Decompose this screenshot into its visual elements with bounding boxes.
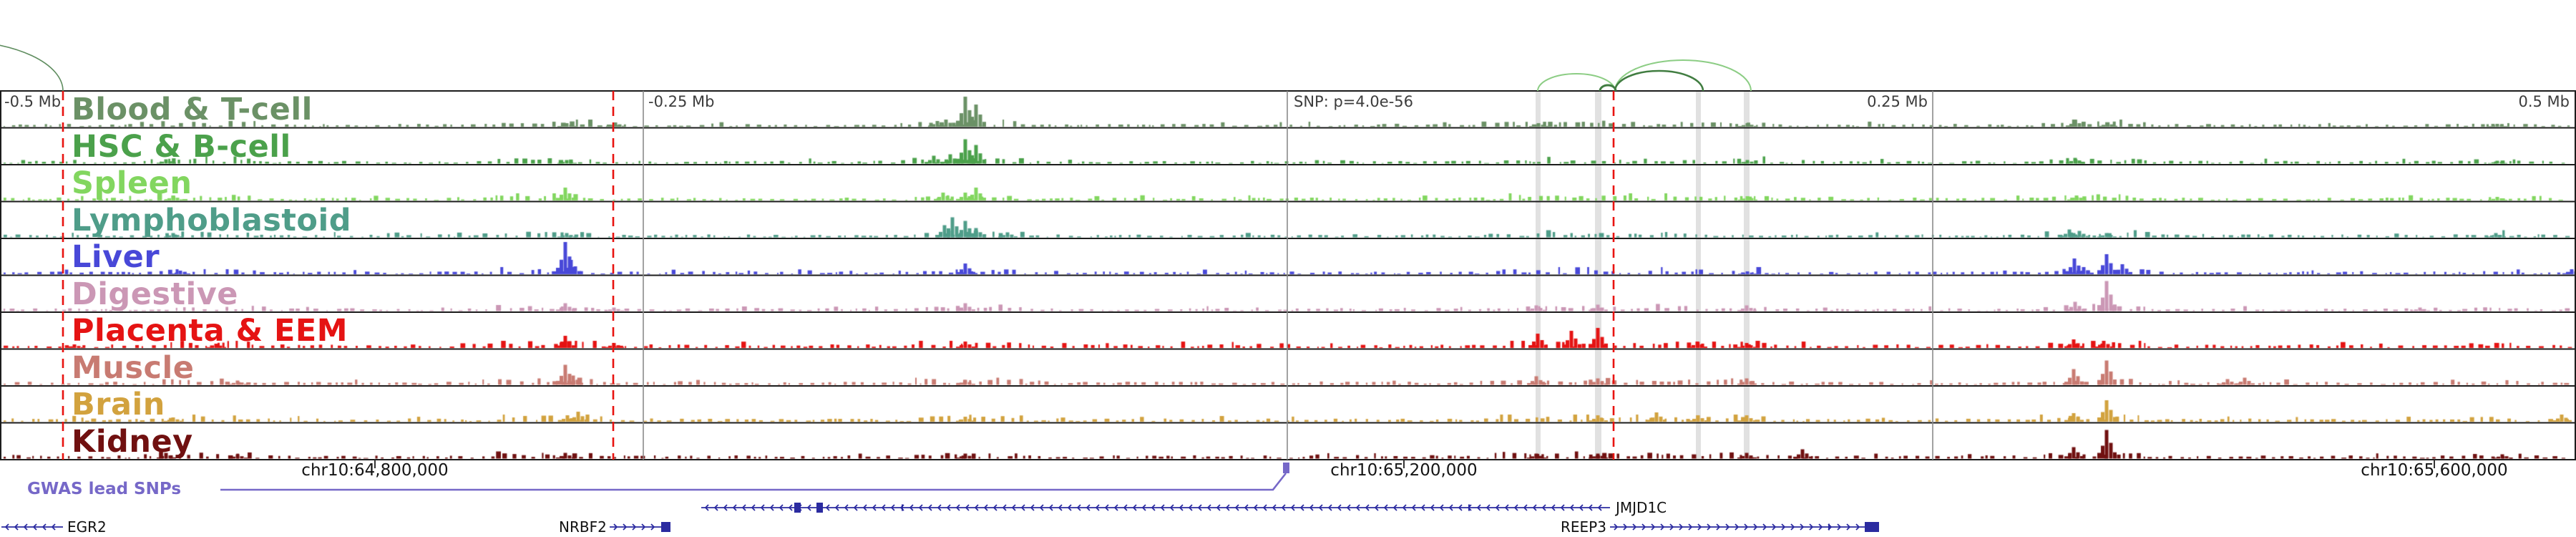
track-label-placenta-eem: Placenta & EEM	[72, 313, 348, 349]
track-label-brain: Brain	[72, 387, 165, 422]
track-label-lymphoblastoid: Lymphoblastoid	[72, 202, 351, 238]
track-label-kidney: Kidney	[72, 423, 193, 460]
gene-label-egr2: EGR2	[67, 518, 107, 536]
coordinate-label-64800000: chr10:64,800,000	[301, 461, 449, 480]
ruler-label-plus-0_25mb: 0.25 Mb	[1867, 93, 1928, 110]
gene-label-nrbf2: NRBF2	[559, 518, 607, 536]
track-label-muscle: Muscle	[72, 349, 195, 386]
ruler-label-snp-pvalue: SNP: p=4.0e-56	[1294, 93, 1413, 110]
ruler-label-minus-0_5mb: -0.5 Mb	[4, 93, 62, 110]
gwas-lead-snps-label: GWAS lead SNPs	[27, 480, 182, 498]
coordinate-label-65600000: chr10:65,600,000	[2361, 461, 2508, 480]
ruler-label-plus-0_5mb: 0.5 Mb	[2518, 93, 2570, 110]
track-label-hsc-b-cell: HSC & B-cell	[72, 128, 291, 165]
gene-label-reep3: REEP3	[1561, 518, 1606, 536]
coordinate-label-65200000: chr10:65,200,000	[1330, 461, 1478, 480]
track-label-blood-t-cell: Blood & T-cell	[72, 92, 313, 127]
gene-label-jmjd1c: JMJD1C	[1616, 499, 1667, 516]
track-label-spleen: Spleen	[72, 165, 192, 201]
track-label-digestive: Digestive	[72, 276, 238, 312]
ruler-label-minus-0_25mb: -0.25 Mb	[648, 93, 715, 110]
track-label-liver: Liver	[72, 239, 160, 275]
